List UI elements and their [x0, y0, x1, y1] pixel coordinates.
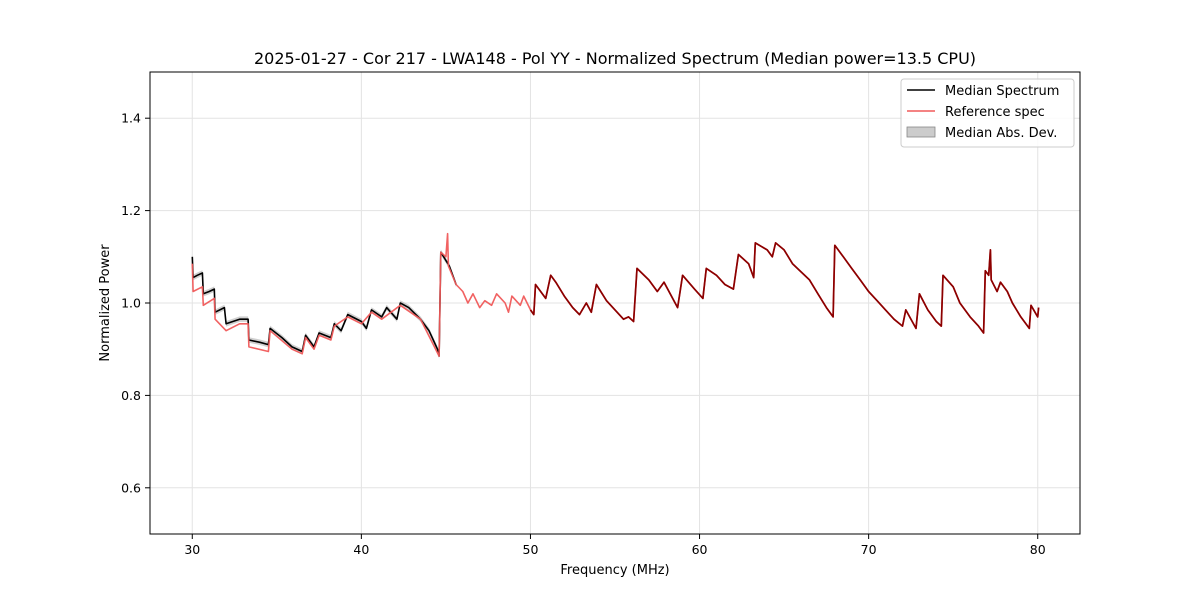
legend-reference-label: Reference spec	[945, 105, 1045, 120]
series-layer	[191, 232, 1040, 357]
y-axis-label: Normalized Power	[98, 244, 113, 362]
y-axis: 0.6 0.8 1.0 1.2 1.4	[121, 111, 150, 495]
x-axis-label: Frequency (MHz)	[560, 563, 669, 578]
x-tick-label: 40	[353, 542, 369, 557]
legend-median-label: Median Spectrum	[945, 84, 1059, 99]
overlap-line	[529, 242, 1040, 334]
y-tick-label: 1.0	[121, 296, 141, 311]
x-tick-label: 80	[1030, 542, 1046, 557]
y-tick-label: 1.4	[121, 111, 141, 126]
legend-box	[900, 78, 1075, 148]
legend-mad-swatch	[906, 126, 936, 138]
x-axis: 30 40 50 60 70 80	[184, 534, 1046, 557]
chart-title: 2025-01-27 - Cor 217 - LWA148 - Pol YY -…	[254, 49, 976, 68]
y-tick-label: 0.8	[121, 388, 141, 403]
y-tick-label: 1.2	[121, 203, 141, 218]
legend-mad-label: Median Abs. Dev.	[945, 126, 1057, 141]
x-tick-label: 50	[523, 542, 539, 557]
x-tick-label: 70	[861, 542, 877, 557]
y-tick-label: 0.6	[121, 480, 141, 495]
x-tick-label: 30	[184, 542, 200, 557]
x-tick-label: 60	[692, 542, 708, 557]
legend: Median Spectrum Reference spec Median Ab…	[900, 78, 1075, 148]
